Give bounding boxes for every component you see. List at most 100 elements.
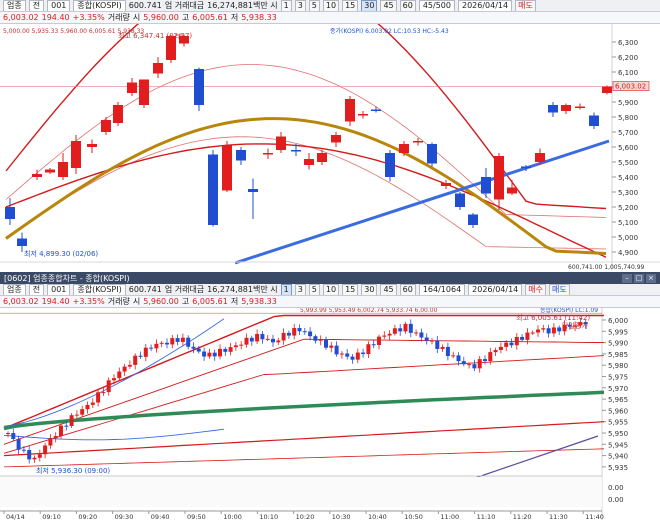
- sell-button[interactable]: 매도: [515, 0, 536, 11]
- candle-up: [207, 352, 212, 357]
- candle-down: [21, 449, 26, 451]
- y-tick-label: 5,950: [608, 430, 628, 438]
- candle-down: [11, 433, 16, 439]
- candle-up: [265, 338, 270, 340]
- candle-up: [80, 409, 85, 415]
- candle-up: [53, 436, 58, 439]
- type-label: 업 거래대금: [164, 1, 205, 10]
- candle-down: [408, 323, 413, 333]
- candle-down: [324, 339, 328, 348]
- counter-field[interactable]: 164/1064: [418, 284, 466, 295]
- candle-down: [271, 338, 275, 343]
- period-1[interactable]: 1: [280, 284, 292, 295]
- period-5[interactable]: 5: [308, 0, 320, 11]
- candle-down: [548, 105, 558, 113]
- daily-candle-chart[interactable]: 6,3006,2006,1006,0005,9005,8005,7005,600…: [0, 0, 660, 271]
- candle-up: [96, 392, 101, 403]
- high-value: 6,005.61: [192, 297, 228, 306]
- maximize-icon[interactable]: □: [634, 273, 644, 283]
- date-field[interactable]: 2026/04/14: [468, 284, 523, 295]
- candle-down: [398, 328, 403, 332]
- market-select[interactable]: 업종: [3, 0, 26, 11]
- low-value: 5,938.33: [241, 297, 277, 306]
- x-tick-label: 09:20: [78, 513, 97, 520]
- candle-up: [430, 340, 434, 342]
- period-30[interactable]: 30: [361, 284, 378, 295]
- candle-up: [101, 392, 106, 394]
- y-tick-label: 5,800: [618, 114, 638, 122]
- period-30[interactable]: 30: [361, 0, 378, 11]
- moving-average-gold-line: [5, 117, 607, 255]
- x-tick-label: 09:10: [42, 513, 61, 520]
- y-tick-label: 6,000: [608, 317, 628, 325]
- candle-down: [567, 324, 572, 327]
- window-title: [0602] 업종종합차트 - 종합(KOSPI): [4, 273, 130, 283]
- candle-up: [494, 156, 504, 200]
- period-45[interactable]: 45: [380, 0, 397, 11]
- market-select[interactable]: 업종: [3, 284, 26, 295]
- name-field[interactable]: 종합(KOSPI): [73, 0, 126, 11]
- candle-up: [573, 325, 578, 327]
- period-10[interactable]: 10: [322, 284, 340, 295]
- candle-up: [263, 153, 273, 155]
- y-tick-label: 5,935: [608, 464, 628, 472]
- period-1[interactable]: 1: [280, 0, 292, 11]
- daily-chart-pane[interactable]: 6,3006,2006,1006,0005,9005,8005,7005,600…: [0, 0, 660, 271]
- candle-up: [127, 82, 137, 93]
- high-annotation: 최고 6,005.61 (11:42): [516, 313, 590, 322]
- buy-button[interactable]: 매수: [525, 284, 546, 295]
- candle-up: [382, 335, 387, 337]
- candle-up: [244, 337, 249, 345]
- y-tick-label: 5,940: [608, 453, 628, 461]
- price: 6,003.02: [3, 13, 39, 22]
- candle-up: [377, 336, 381, 345]
- counter-field[interactable]: 45/500: [418, 0, 455, 11]
- period-3[interactable]: 3: [294, 0, 306, 11]
- period-45[interactable]: 45: [380, 284, 397, 295]
- candle-up: [276, 340, 281, 343]
- name-field[interactable]: 종합(KOSPI): [73, 284, 126, 295]
- volume-tick-label: 0.00: [608, 484, 624, 492]
- y-tick-label: 5,955: [608, 419, 628, 427]
- candle-down: [212, 352, 217, 357]
- candle-up: [166, 36, 176, 60]
- minimize-icon[interactable]: –: [622, 273, 632, 283]
- candle-down: [260, 333, 265, 340]
- period-3[interactable]: 3: [294, 284, 306, 295]
- candle-down: [455, 193, 465, 207]
- x-tick-label: 09:30: [115, 513, 134, 520]
- candle-up: [304, 159, 314, 165]
- y-tick-label: 5,960: [608, 407, 628, 415]
- period-10[interactable]: 10: [322, 0, 340, 11]
- candle-down: [186, 337, 191, 347]
- change: 194.40: [41, 297, 70, 306]
- date-field[interactable]: 2026/04/14: [457, 0, 513, 11]
- candle-down: [520, 336, 525, 340]
- period-15[interactable]: 15: [342, 284, 359, 295]
- high-value: 6,005.61: [192, 13, 228, 22]
- candle-up: [281, 332, 286, 341]
- candle-up: [358, 114, 368, 116]
- period-60[interactable]: 60: [399, 284, 416, 295]
- intraday-candle-chart[interactable]: 6,000 5,995 5,990 5,985 5,980 5,975 5,970 5,965…: [0, 306, 660, 521]
- period-60[interactable]: 60: [399, 0, 416, 11]
- sell-button[interactable]: 매도: [549, 284, 570, 295]
- candle-up: [488, 352, 493, 362]
- candle-up: [525, 332, 530, 340]
- y-tick-label: 6,200: [618, 54, 638, 62]
- x-tick-label: 11:10: [477, 513, 496, 520]
- code-input[interactable]: 001: [47, 0, 71, 11]
- view-select[interactable]: 전: [28, 0, 45, 11]
- candle-up: [159, 342, 164, 344]
- code-input[interactable]: 001: [47, 284, 71, 295]
- candle-up: [127, 364, 132, 367]
- close-icon[interactable]: ×: [646, 273, 656, 283]
- period-5[interactable]: 5: [308, 284, 320, 295]
- intraday-chart-pane[interactable]: 6,000 5,995 5,990 5,985 5,980 5,975 5,970 5,965…: [0, 306, 660, 521]
- x-tick-label: 10:00: [223, 513, 242, 520]
- volume-tick-label: 0.00: [608, 496, 624, 504]
- view-select[interactable]: 전: [28, 284, 45, 295]
- change: 194.40: [41, 13, 70, 22]
- candle-down: [191, 346, 196, 349]
- period-15[interactable]: 15: [342, 0, 359, 11]
